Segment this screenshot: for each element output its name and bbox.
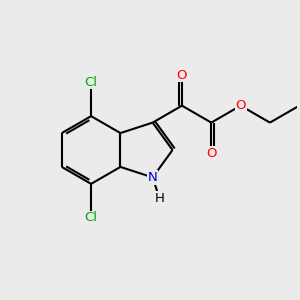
- Text: H: H: [154, 192, 164, 205]
- Text: O: O: [206, 147, 217, 160]
- Text: N: N: [148, 171, 158, 184]
- Text: Cl: Cl: [85, 76, 98, 89]
- Text: O: O: [236, 99, 246, 112]
- Text: Cl: Cl: [85, 211, 98, 224]
- Text: O: O: [177, 69, 187, 82]
